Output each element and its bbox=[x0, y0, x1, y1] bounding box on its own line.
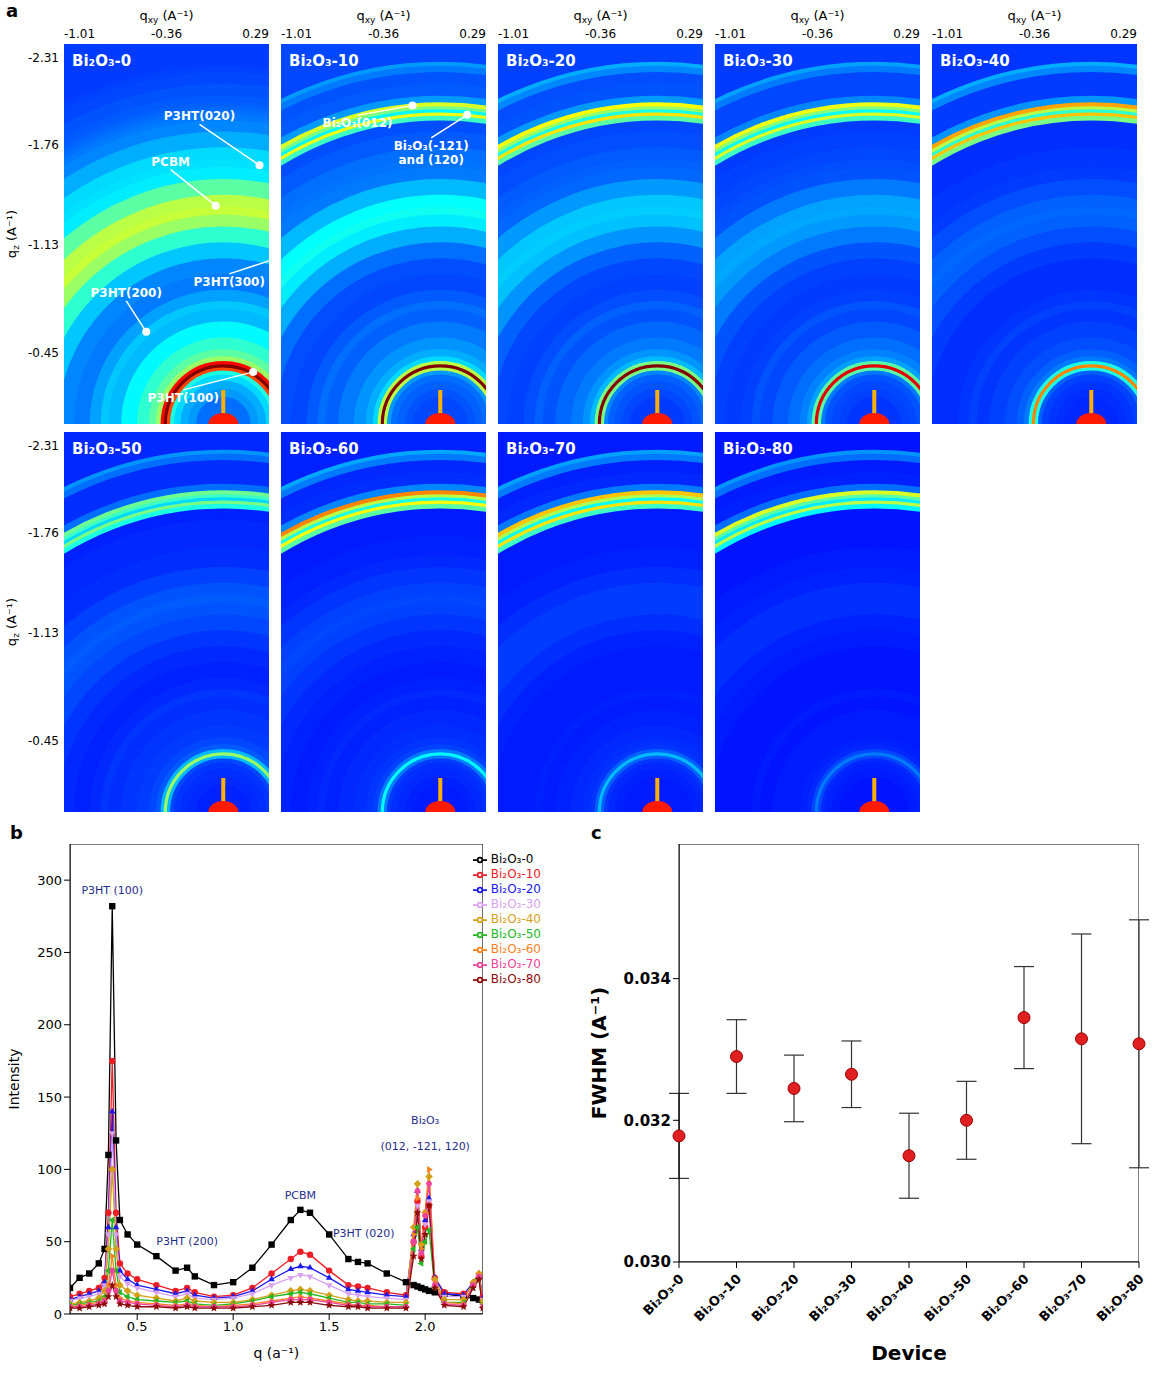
svg-text:-1.13: -1.13 bbox=[28, 238, 59, 252]
svg-text:-1.01: -1.01 bbox=[64, 27, 95, 41]
svg-text:0.29: 0.29 bbox=[459, 27, 486, 41]
svg-text:100: 100 bbox=[37, 1162, 62, 1177]
svg-text:1.5: 1.5 bbox=[319, 1319, 340, 1334]
svg-text:-2.31: -2.31 bbox=[28, 439, 59, 453]
svg-text:-1.01: -1.01 bbox=[281, 27, 312, 41]
svg-text:-1.76: -1.76 bbox=[28, 526, 59, 540]
html-text:Bi₂O₃-80: Bi₂O₃-80 bbox=[490, 972, 541, 986]
html-text:Bi₂O₃-30: Bi₂O₃-30 bbox=[490, 897, 541, 911]
svg-text:Bi₂O₃(012): Bi₂O₃(012) bbox=[323, 116, 393, 130]
svg-text:0.29: 0.29 bbox=[242, 27, 269, 41]
svg-text:-1.01: -1.01 bbox=[715, 27, 746, 41]
svg-text:qz (A⁻¹): qz (A⁻¹) bbox=[4, 598, 21, 646]
svg-text:Bi₂O₃-30: Bi₂O₃-30 bbox=[723, 52, 793, 70]
svg-text:PCBM: PCBM bbox=[151, 155, 190, 169]
svg-text:Bi₂O₃-0: Bi₂O₃-0 bbox=[72, 52, 131, 70]
svg-text:Intensity: Intensity bbox=[6, 1049, 22, 1110]
svg-text:Bi₂O₃-20: Bi₂O₃-20 bbox=[749, 1271, 802, 1324]
html-text:Bi₂O₃-10: Bi₂O₃-10 bbox=[490, 867, 541, 881]
svg-text:P3HT(020): P3HT(020) bbox=[164, 109, 235, 123]
svg-text:250: 250 bbox=[37, 945, 62, 960]
svg-text:q (a⁻¹): q (a⁻¹) bbox=[253, 1345, 299, 1361]
svg-text:P3HT(300): P3HT(300) bbox=[194, 275, 265, 289]
svg-text:Bi₂O₃-10: Bi₂O₃-10 bbox=[289, 52, 359, 70]
svg-text:(012, -121, 120): (012, -121, 120) bbox=[380, 1140, 470, 1153]
svg-text:P3HT (100): P3HT (100) bbox=[81, 884, 143, 897]
svg-text:-0.36: -0.36 bbox=[802, 27, 833, 41]
svg-text:Bi₂O₃-80: Bi₂O₃-80 bbox=[723, 440, 793, 458]
svg-text:qz (A⁻¹): qz (A⁻¹) bbox=[4, 210, 21, 258]
svg-text:50: 50 bbox=[45, 1234, 62, 1249]
svg-text:Bi₂O₃-50: Bi₂O₃-50 bbox=[921, 1271, 974, 1324]
html-text:b: b bbox=[10, 822, 23, 843]
svg-text:-0.45: -0.45 bbox=[28, 346, 59, 360]
svg-text:P3HT(200): P3HT(200) bbox=[91, 286, 162, 300]
svg-text:0.29: 0.29 bbox=[676, 27, 703, 41]
svg-text:2.0: 2.0 bbox=[415, 1319, 436, 1334]
svg-text:Device: Device bbox=[871, 1341, 946, 1365]
svg-text:Bi₂O₃(-121): Bi₂O₃(-121) bbox=[394, 139, 469, 153]
svg-text:P3HT(100): P3HT(100) bbox=[148, 391, 219, 405]
svg-text:Bi₂O₃-0: Bi₂O₃-0 bbox=[640, 1271, 687, 1318]
svg-text:P3HT (200): P3HT (200) bbox=[156, 1235, 218, 1248]
svg-text:-0.36: -0.36 bbox=[1019, 27, 1050, 41]
svg-text:Bi₂O₃-80: Bi₂O₃-80 bbox=[1094, 1271, 1147, 1324]
svg-text:150: 150 bbox=[37, 1090, 62, 1105]
svg-text:200: 200 bbox=[37, 1017, 62, 1032]
svg-text:Bi₂O₃-30: Bi₂O₃-30 bbox=[806, 1271, 859, 1324]
html-text:Bi₂O₃-40: Bi₂O₃-40 bbox=[490, 912, 541, 926]
svg-text:300: 300 bbox=[37, 873, 62, 888]
svg-text:-0.36: -0.36 bbox=[585, 27, 616, 41]
html-text:Bi₂O₃-60: Bi₂O₃-60 bbox=[490, 942, 541, 956]
svg-text:-1.76: -1.76 bbox=[28, 138, 59, 152]
svg-text:P3HT (020): P3HT (020) bbox=[333, 1227, 395, 1240]
svg-text:0.034: 0.034 bbox=[624, 970, 671, 988]
svg-text:-0.36: -0.36 bbox=[151, 27, 182, 41]
svg-text:0.29: 0.29 bbox=[1110, 27, 1137, 41]
svg-text:-2.31: -2.31 bbox=[28, 51, 59, 65]
html-text:Bi₂O₃-70: Bi₂O₃-70 bbox=[490, 957, 541, 971]
svg-text:FWHM (A⁻¹): FWHM (A⁻¹) bbox=[587, 987, 611, 1119]
svg-text:and (120): and (120) bbox=[398, 153, 463, 167]
svg-text:0.030: 0.030 bbox=[624, 1253, 671, 1271]
svg-text:Bi₂O₃-40: Bi₂O₃-40 bbox=[940, 52, 1010, 70]
svg-text:Bi₂O₃-60: Bi₂O₃-60 bbox=[289, 440, 359, 458]
svg-text:Bi₂O₃-70: Bi₂O₃-70 bbox=[1036, 1271, 1089, 1324]
html-text:Bi₂O₃-20: Bi₂O₃-20 bbox=[490, 882, 541, 896]
svg-text:-1.01: -1.01 bbox=[932, 27, 963, 41]
svg-text:Bi₂O₃-20: Bi₂O₃-20 bbox=[506, 52, 576, 70]
svg-text:PCBM: PCBM bbox=[285, 1189, 316, 1202]
svg-text:qxy (A⁻¹): qxy (A⁻¹) bbox=[356, 8, 410, 25]
svg-text:0.29: 0.29 bbox=[893, 27, 920, 41]
svg-text:Bi₂O₃-10: Bi₂O₃-10 bbox=[691, 1271, 744, 1324]
svg-text:qxy (A⁻¹): qxy (A⁻¹) bbox=[573, 8, 627, 25]
svg-text:Bi₂O₃-70: Bi₂O₃-70 bbox=[506, 440, 576, 458]
svg-text:Bi₂O₃-60: Bi₂O₃-60 bbox=[979, 1271, 1032, 1324]
svg-text:-1.13: -1.13 bbox=[28, 626, 59, 640]
svg-text:qxy (A⁻¹): qxy (A⁻¹) bbox=[1007, 8, 1061, 25]
svg-text:-0.36: -0.36 bbox=[368, 27, 399, 41]
svg-text:Bi₂O₃-50: Bi₂O₃-50 bbox=[72, 440, 142, 458]
svg-text:qxy (A⁻¹): qxy (A⁻¹) bbox=[139, 8, 193, 25]
html-text:c: c bbox=[591, 822, 602, 843]
svg-text:0.032: 0.032 bbox=[624, 1112, 671, 1130]
html-text:Bi₂O₃-0: Bi₂O₃-0 bbox=[490, 852, 534, 866]
svg-text:Bi₂O₃: Bi₂O₃ bbox=[411, 1114, 439, 1127]
svg-text:qxy (A⁻¹): qxy (A⁻¹) bbox=[790, 8, 844, 25]
svg-text:-1.01: -1.01 bbox=[498, 27, 529, 41]
svg-text:1.0: 1.0 bbox=[223, 1319, 244, 1334]
svg-text:a: a bbox=[6, 0, 18, 21]
svg-text:-0.45: -0.45 bbox=[28, 734, 59, 748]
svg-text:0: 0 bbox=[54, 1307, 62, 1322]
svg-text:Bi₂O₃-40: Bi₂O₃-40 bbox=[864, 1271, 917, 1324]
html-text:Bi₂O₃-50: Bi₂O₃-50 bbox=[490, 927, 541, 941]
svg-text:0.5: 0.5 bbox=[127, 1319, 148, 1334]
